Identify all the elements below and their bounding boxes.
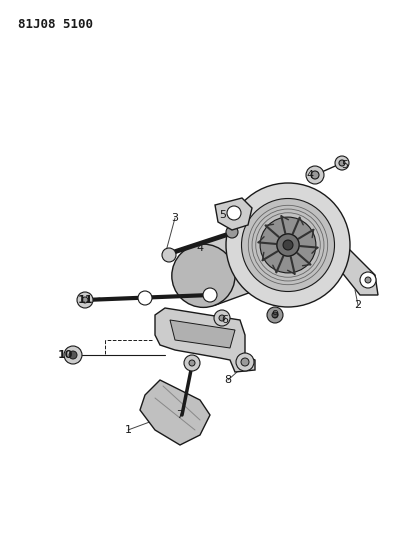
- Circle shape: [360, 272, 376, 288]
- Circle shape: [162, 248, 176, 262]
- Text: 1: 1: [124, 425, 131, 435]
- Circle shape: [64, 346, 82, 364]
- Text: 2: 2: [354, 300, 362, 310]
- Circle shape: [311, 171, 319, 179]
- Circle shape: [272, 312, 278, 318]
- Circle shape: [77, 292, 93, 308]
- Text: 5: 5: [219, 210, 227, 220]
- Text: 11: 11: [77, 295, 93, 305]
- Polygon shape: [155, 308, 255, 372]
- Circle shape: [260, 217, 316, 273]
- Text: 4: 4: [196, 243, 204, 253]
- Circle shape: [203, 288, 217, 302]
- Circle shape: [82, 297, 88, 303]
- Ellipse shape: [172, 244, 235, 308]
- Circle shape: [242, 198, 335, 292]
- Text: 9: 9: [271, 310, 279, 320]
- Text: 8: 8: [225, 375, 231, 385]
- Circle shape: [184, 355, 200, 371]
- Circle shape: [306, 166, 324, 184]
- Polygon shape: [215, 198, 252, 230]
- Circle shape: [189, 360, 195, 366]
- Polygon shape: [170, 320, 235, 348]
- Circle shape: [226, 183, 350, 307]
- Text: 3: 3: [172, 213, 179, 223]
- Text: 5: 5: [341, 160, 349, 170]
- Circle shape: [365, 277, 371, 283]
- Polygon shape: [193, 215, 299, 305]
- Circle shape: [214, 310, 230, 326]
- Text: 10: 10: [57, 350, 73, 360]
- Circle shape: [69, 351, 77, 359]
- Polygon shape: [335, 250, 378, 295]
- Text: 81J08 5100: 81J08 5100: [18, 18, 93, 31]
- Circle shape: [219, 315, 225, 321]
- Circle shape: [267, 307, 283, 323]
- Text: 4: 4: [307, 170, 314, 180]
- Circle shape: [339, 160, 345, 166]
- Circle shape: [227, 206, 241, 220]
- Circle shape: [226, 226, 238, 238]
- Circle shape: [277, 234, 299, 256]
- Circle shape: [241, 358, 249, 366]
- Circle shape: [335, 156, 349, 170]
- Circle shape: [283, 240, 293, 250]
- Polygon shape: [140, 380, 210, 445]
- Text: 7: 7: [177, 410, 183, 420]
- Text: 6: 6: [221, 315, 229, 325]
- Circle shape: [236, 353, 254, 371]
- Circle shape: [138, 291, 152, 305]
